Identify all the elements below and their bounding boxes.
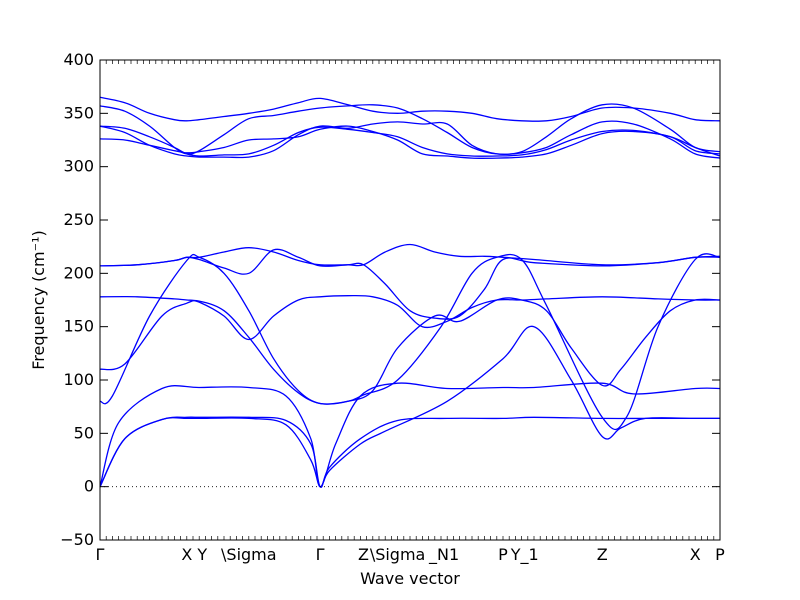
band-line-5	[99, 297, 721, 405]
x-tick-label: P	[715, 545, 725, 564]
x-tick-label: _N1	[428, 545, 459, 565]
band-line-12	[99, 103, 721, 155]
y-tick-label: 400	[63, 50, 94, 69]
x-tick-label: Γ	[316, 545, 325, 564]
band-line-11	[99, 120, 721, 159]
x-tick-label: Y_1	[510, 545, 539, 565]
y-tick-label: 250	[63, 210, 94, 229]
y-axis-title: Frequency (cm⁻¹)	[29, 230, 48, 369]
x-tick-label: Z	[597, 545, 608, 564]
band-line-2	[99, 325, 720, 488]
x-tick-label: X	[181, 545, 192, 564]
band-line-3	[99, 382, 721, 488]
band-line-6	[99, 294, 721, 341]
x-tick-label: Y	[196, 545, 207, 564]
band-line-8	[99, 248, 721, 320]
band-line-4	[99, 253, 721, 431]
x-tick-label: Γ	[96, 545, 105, 564]
y-tick-label: 350	[63, 103, 94, 122]
band-line-9	[99, 125, 721, 159]
x-tick-label: X	[690, 545, 701, 564]
x-ticks-group: Γ X Y \Sigma Γ Z \Sigma _N1 P Y_1 Z X P	[96, 60, 725, 565]
y-tick-label: 100	[63, 370, 94, 389]
y-tick-label: 50	[74, 423, 94, 442]
y-tick-label: −50	[60, 530, 94, 549]
y-tick-label: 300	[63, 157, 94, 176]
x-axis-title: Wave vector	[360, 569, 460, 588]
band-line-10	[99, 125, 721, 157]
band-line-1	[99, 416, 720, 488]
y-ticks-group: −50 0 50 100 150 200 250 300 350 400	[60, 50, 720, 549]
y-tick-label: 200	[63, 263, 94, 282]
y-tick-label: 150	[63, 317, 94, 336]
plot-frame	[99, 59, 721, 541]
x-tick-label: Z	[358, 545, 369, 564]
band-line-13	[99, 96, 721, 122]
x-tick-label: P	[498, 545, 508, 564]
x-tick-label: \Sigma	[370, 545, 426, 564]
band-lines-group	[99, 96, 721, 488]
x-tick-label: \Sigma	[221, 545, 277, 564]
y-tick-label: 0	[84, 477, 94, 496]
